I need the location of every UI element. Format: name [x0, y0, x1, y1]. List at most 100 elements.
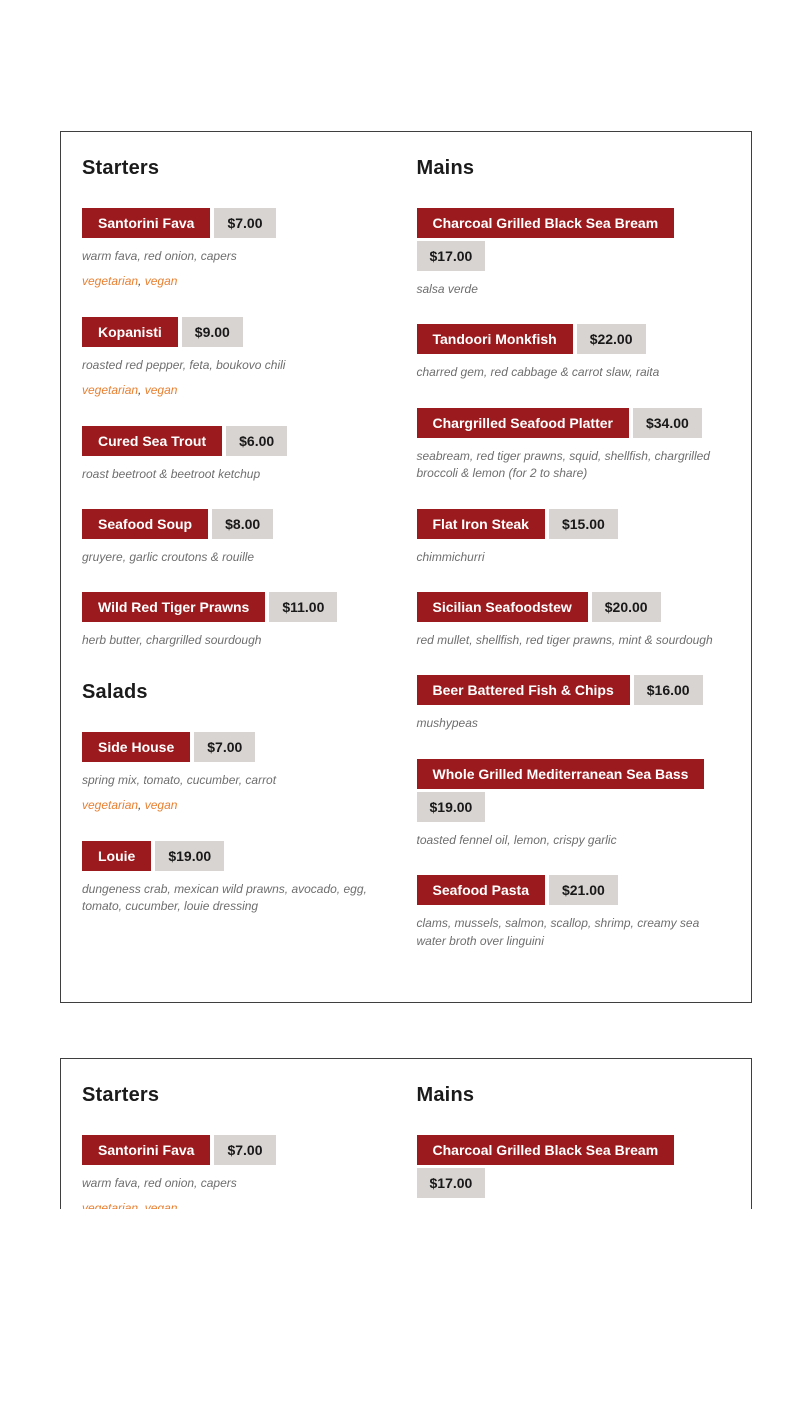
item-price-badge: $19.00 [416, 791, 486, 822]
menu-section: Salads Side House $7.00 spring mix, toma… [82, 680, 396, 916]
item-badges: Chargrilled Seafood Platter $34.00 [416, 407, 731, 438]
menu-section: Starters Santorini Fava $7.00 warm fava,… [82, 1083, 396, 1209]
item-description: warm fava, red onion, capers [82, 1175, 237, 1190]
tag-link-vegan[interactable]: vegan [144, 274, 178, 289]
item-price-badge: $8.00 [212, 508, 274, 539]
menu-column: Mains Charcoal Grilled Black Sea Bream $… [416, 1083, 731, 1209]
item-badges: Kopanisti $9.00 [82, 316, 396, 347]
menu-section: Mains Charcoal Grilled Black Sea Bream $… [416, 1083, 731, 1209]
item-price-badge: $20.00 [591, 591, 661, 622]
item-price-badge: $34.00 [632, 407, 702, 438]
menu-page: Starters Santorini Fava $7.00 warm fava,… [0, 131, 812, 1411]
tag-link-vegan[interactable]: vegan [144, 383, 178, 398]
item-price-badge: $17.00 [416, 241, 486, 271]
menu-item: Kopanisti $9.00 roasted red pepper, feta… [82, 316, 396, 400]
menu-columns: Starters Santorini Fava $7.00 warm fava,… [82, 156, 730, 950]
tag-link-vegan[interactable]: vegan [144, 1201, 178, 1209]
item-price-badge: $7.00 [214, 208, 276, 238]
menu-column: Starters Santorini Fava $7.00 warm fava,… [82, 156, 396, 950]
item-price-badge: $7.00 [214, 1134, 276, 1165]
item-price-badge: $11.00 [269, 592, 338, 623]
section-items: Santorini Fava $7.00 warm fava, red onio… [82, 208, 396, 650]
tag-link-vegetarian[interactable]: vegetarian [82, 274, 139, 289]
menu-section: Mains Charcoal Grilled Black Sea Bream $… [416, 156, 731, 950]
menu-column: Starters Santorini Fava $7.00 warm fava,… [82, 1083, 396, 1209]
item-price-badge: $15.00 [548, 508, 618, 539]
item-description: salsa verde [416, 282, 478, 296]
item-badges: Seafood Soup $8.00 [82, 508, 396, 539]
item-description: salsa verde [417, 1208, 731, 1209]
item-name-badge[interactable]: Charcoal Grilled Black Sea Bream [416, 208, 675, 238]
item-description: mushypeas [416, 716, 478, 731]
tag-link-vegetarian[interactable]: vegetarian [82, 1201, 139, 1209]
item-name-badge[interactable]: Santorini Fava [82, 208, 211, 238]
menu-item: Tandoori Monkfish $22.00 charred gem, re… [416, 324, 731, 381]
item-name-badge[interactable]: Seafood Soup [82, 508, 209, 539]
tag-separator: , [138, 274, 145, 289]
item-badges: Flat Iron Steak $15.00 [416, 508, 731, 539]
item-name-badge[interactable]: Louie [82, 840, 152, 871]
tag-link-vegetarian[interactable]: vegetarian [82, 798, 139, 813]
section-title: Mains [416, 157, 475, 179]
item-badges: Whole Grilled Mediterranean Sea Bass $19… [416, 758, 731, 822]
item-name-badge[interactable]: Wild Red Tiger Prawns [82, 592, 266, 623]
item-badges: Cured Sea Trout $6.00 [82, 425, 396, 456]
item-description: herb butter, chargrilled sourdough [82, 633, 262, 648]
item-name-badge[interactable]: Whole Grilled Mediterranean Sea Bass [416, 758, 705, 789]
section-items: Side House $7.00 spring mix, tomato, cuc… [82, 731, 396, 916]
item-name-badge[interactable]: Santorini Fava [82, 1134, 211, 1165]
item-description: seabream, red tiger prawns, squid, shell… [416, 448, 710, 481]
menu-item: Cured Sea Trout $6.00 roast beetroot & b… [82, 425, 396, 483]
item-badges: Beer Battered Fish & Chips $16.00 [416, 675, 731, 706]
item-name-badge[interactable]: Kopanisti [82, 316, 178, 347]
item-description: roasted red pepper, feta, boukovo chili [82, 357, 286, 372]
menu-item: Side House $7.00 spring mix, tomato, cuc… [82, 731, 396, 815]
item-badges: Tandoori Monkfish $22.00 [416, 324, 731, 355]
menu-columns: Starters Santorini Fava $7.00 warm fava,… [82, 1083, 730, 1209]
item-description: gruyere, garlic croutons & rouille [82, 549, 255, 564]
tag-separator: , [138, 383, 145, 398]
menu-column: Mains Charcoal Grilled Black Sea Bream $… [416, 156, 731, 950]
menu-item: Louie $19.00 dungeness crab, mexican wil… [82, 840, 396, 916]
item-name-badge[interactable]: Flat Iron Steak [416, 508, 545, 539]
item-name-badge[interactable]: Cured Sea Trout [82, 425, 223, 456]
tag-separator: , [138, 1201, 145, 1209]
item-name-badge[interactable]: Beer Battered Fish & Chips [416, 675, 630, 706]
item-description: chimmichurri [416, 549, 485, 564]
menu-item: Seafood Soup $8.00 gruyere, garlic crout… [82, 508, 396, 566]
item-description: red mullet, shellfish, red tiger prawns,… [416, 632, 713, 647]
tag-link-vegan[interactable]: vegan [144, 798, 178, 813]
item-name-badge[interactable]: Sicilian Seafoodstew [416, 591, 588, 622]
item-price-badge: $6.00 [226, 425, 288, 456]
menu-item: Charcoal Grilled Black Sea Bream $17.00 … [416, 208, 731, 298]
item-name-badge[interactable]: Charcoal Grilled Black Sea Bream [416, 1134, 675, 1165]
item-badges: Side House $7.00 [82, 731, 396, 762]
item-tags: vegetarian, vegan [82, 273, 396, 290]
menu-item: Santorini Fava $7.00 warm fava, red onio… [82, 1134, 396, 1209]
item-description: warm fava, red onion, capers [82, 249, 237, 263]
item-badges: Santorini Fava $7.00 [82, 1134, 396, 1165]
item-price-badge: $9.00 [181, 316, 243, 347]
item-tags: vegetarian, vegan [82, 382, 396, 399]
item-name-badge[interactable]: Side House [82, 731, 191, 762]
item-name-badge[interactable]: Tandoori Monkfish [416, 324, 573, 355]
tag-link-vegetarian[interactable]: vegetarian [82, 383, 139, 398]
item-price-badge: $17.00 [416, 1167, 486, 1198]
item-description: charred gem, red cabbage & carrot slaw, … [416, 365, 660, 380]
item-name-badge[interactable]: Seafood Pasta [416, 875, 545, 906]
item-price-badge: $16.00 [633, 675, 703, 706]
item-name-badge[interactable]: Chargrilled Seafood Platter [416, 407, 629, 438]
menu-item: Beer Battered Fish & Chips $16.00 mushyp… [416, 675, 731, 732]
menu-card-secondary-clipped: Starters Santorini Fava $7.00 warm fava,… [60, 1057, 752, 1209]
item-badges: Charcoal Grilled Black Sea Bream $17.00 [416, 1134, 731, 1198]
item-description: dungeness crab, mexican wild prawns, avo… [82, 881, 367, 913]
menu-item: Seafood Pasta $21.00 clams, mussels, sal… [416, 875, 731, 950]
item-badges: Seafood Pasta $21.00 [416, 875, 731, 906]
menu-item: Whole Grilled Mediterranean Sea Bass $19… [416, 758, 731, 849]
menu-item: Wild Red Tiger Prawns $11.00 herb butter… [82, 592, 396, 649]
item-price-badge: $19.00 [155, 840, 225, 871]
menu-item: Charcoal Grilled Black Sea Bream $17.00 … [416, 1134, 731, 1209]
menu-item: Sicilian Seafoodstew $20.00 red mullet, … [416, 591, 731, 649]
section-items: Santorini Fava $7.00 warm fava, red onio… [82, 1134, 396, 1209]
item-price-badge: $21.00 [548, 875, 618, 906]
